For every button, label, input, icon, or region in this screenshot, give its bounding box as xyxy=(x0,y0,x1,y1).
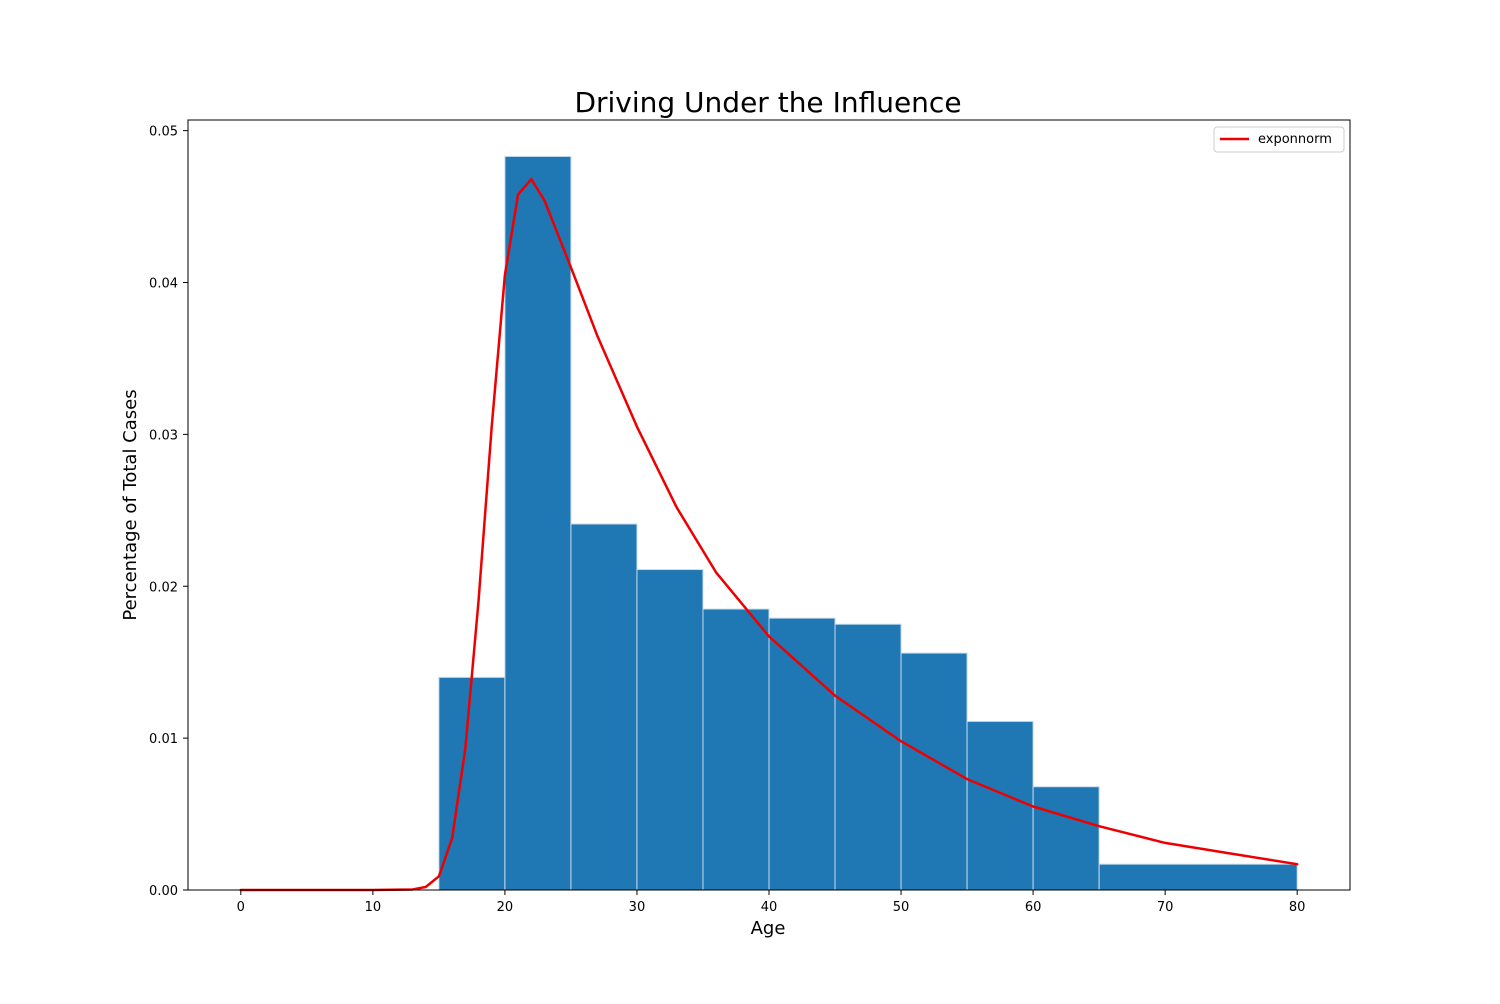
x-tick-label: 10 xyxy=(365,900,382,915)
y-tick-label: 0.01 xyxy=(149,732,178,747)
histogram-bar xyxy=(504,155,572,891)
x-tick-label: 0 xyxy=(237,900,245,915)
y-tick-label: 0.05 xyxy=(149,125,178,140)
x-tick-label: 60 xyxy=(1025,900,1042,915)
histogram-bar xyxy=(1098,863,1298,891)
histogram-bar xyxy=(900,652,968,891)
y-axis-ticks: 0.00 0.01 0.02 0.03 0.04 0.05 xyxy=(149,125,188,899)
histogram-bar xyxy=(834,623,902,891)
fit-curve xyxy=(239,177,1299,892)
x-tick-label: 50 xyxy=(893,900,910,915)
histogram-bar xyxy=(702,608,770,891)
chart-title: Driving Under the Influence xyxy=(574,86,961,119)
x-tick-label: 70 xyxy=(1157,900,1174,915)
histogram-bar xyxy=(438,676,506,891)
y-tick-label: 0.03 xyxy=(149,428,178,443)
y-tick-label: 0.00 xyxy=(149,884,178,899)
histogram-bar xyxy=(768,617,836,891)
y-axis-label: Percentage of Total Cases xyxy=(120,389,141,620)
histogram-bar xyxy=(636,569,704,891)
x-tick-label: 40 xyxy=(761,900,778,915)
x-tick-label: 80 xyxy=(1289,900,1306,915)
histogram-bar xyxy=(966,720,1034,891)
legend-box xyxy=(1213,126,1345,153)
x-axis-label: Age xyxy=(751,918,786,939)
histogram-bar xyxy=(570,523,638,891)
series-line-exponnorm xyxy=(239,177,1299,892)
y-tick-label: 0.04 xyxy=(149,277,178,292)
histogram-bars xyxy=(438,155,1298,891)
legend-label: exponnorm xyxy=(1258,132,1332,147)
x-axis-ticks: 0 10 20 30 40 50 60 70 80 xyxy=(237,890,1306,915)
legend: exponnorm xyxy=(1213,126,1345,153)
y-tick-label: 0.02 xyxy=(149,580,178,595)
histogram-bar xyxy=(1032,786,1100,891)
x-tick-label: 30 xyxy=(629,900,646,915)
x-tick-label: 20 xyxy=(497,900,514,915)
